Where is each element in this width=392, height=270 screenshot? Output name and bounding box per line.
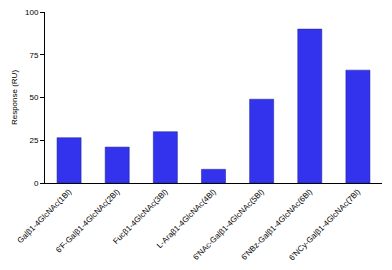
svg-text:L-Araβ1-4GlcNAc(4Bl): L-Araβ1-4GlcNAc(4Bl) — [155, 187, 218, 250]
svg-text:75: 75 — [29, 51, 38, 60]
svg-text:100: 100 — [25, 8, 39, 17]
svg-text:6'NCy-Galβ1-4GlcNAc(7Bl): 6'NCy-Galβ1-4GlcNAc(7Bl) — [287, 187, 362, 262]
svg-text:6'NBz-Galβ1-4GlcNAc(6Bl): 6'NBz-Galβ1-4GlcNAc(6Bl) — [240, 187, 315, 262]
svg-text:Galβ1-4GlcNAc(1Bl): Galβ1-4GlcNAc(1Bl) — [16, 187, 74, 245]
svg-text:25: 25 — [29, 136, 38, 145]
svg-text:6'NAc-Galβ1-4GlcNAc(5Bl): 6'NAc-Galβ1-4GlcNAc(5Bl) — [191, 187, 266, 262]
svg-text:0: 0 — [34, 179, 39, 188]
svg-text:Fucβ1-4GlcNAc(3Bl): Fucβ1-4GlcNAc(3Bl) — [111, 187, 170, 246]
svg-text:Response (RU): Response (RU) — [10, 70, 19, 125]
svg-text:6'F-Galβ1-4GlcNAc(2Bl): 6'F-Galβ1-4GlcNAc(2Bl) — [54, 187, 122, 255]
svg-text:50: 50 — [29, 93, 38, 102]
